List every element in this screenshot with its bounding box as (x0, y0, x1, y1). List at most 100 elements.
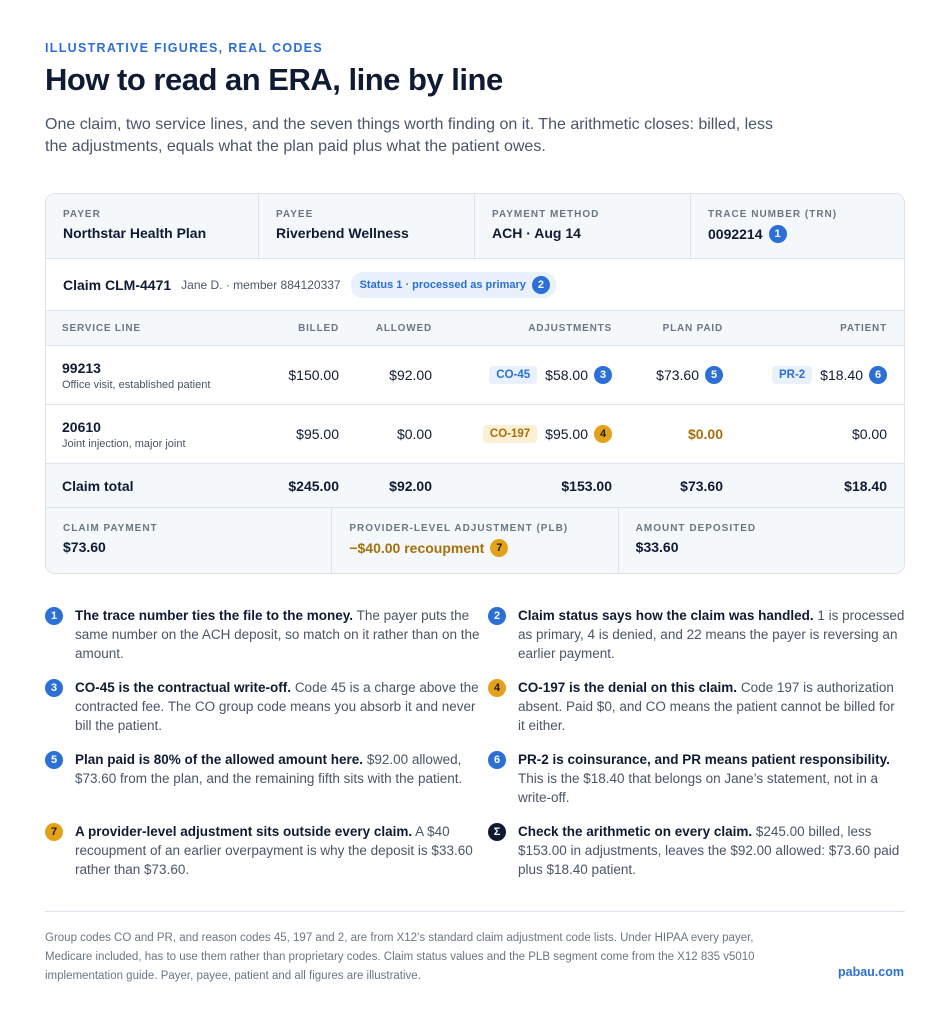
header-cell: TRACE NUMBER (TRN) 0092214 1 (691, 194, 904, 258)
value: $73.60 (63, 539, 314, 555)
service-line: 20610 Joint injection, major joint $95.00… (46, 405, 904, 464)
value-text: −$40.00 recoupment (349, 540, 485, 556)
notes: 1 The trace number ties the file to the m… (45, 606, 905, 880)
badge: 6 (869, 366, 887, 384)
badge: 1 (45, 607, 63, 625)
plan-paid: $0.00 (687, 426, 723, 442)
value: Riverbend Wellness (276, 225, 457, 241)
note: 6 PR-2 is coinsurance, and PR means patie… (488, 750, 905, 808)
summary: CLAIM PAYMENT $73.60 PROVIDER-LEVEL ADJUS… (46, 508, 904, 573)
label: PROVIDER-LEVEL ADJUSTMENT (PLB) (349, 523, 569, 534)
note-text: $92.00 allowed, $73.60 from the plan, an… (75, 752, 463, 786)
note-lead: Plan paid is 80% of the allowed amount h… (75, 752, 364, 767)
label: PAYMENT METHOD (492, 209, 600, 220)
note-text: 1 is processed as primary, 4 is denied, … (518, 608, 905, 661)
value-text: Northstar Health Plan (63, 225, 207, 241)
note: 1 The trace number ties the file to the m… (45, 606, 488, 664)
badge: 5 (45, 751, 63, 769)
total-patient: $18.40 (844, 477, 887, 494)
note-body: Check the arithmetic on every claim. $24… (518, 822, 905, 880)
total-billed: $245.00 (288, 477, 339, 494)
claim-total: Claim total $245.00 $92.00 $153.00 $73.6… (46, 464, 904, 508)
label: PAYEE (276, 209, 314, 220)
badge: 6 (488, 751, 506, 769)
description: Office visit, established patient (62, 378, 211, 391)
value: −$40.00 recoupment 7 (349, 539, 600, 557)
value-text: ACH · Aug 14 (492, 225, 581, 241)
status-pill: Status 1 · processed as primary 2 (350, 271, 556, 298)
value-text: $33.60 (635, 539, 679, 555)
note-lead: CO-45 is the contractual write-off. (75, 680, 292, 695)
plan-paid: $73.60 5 (612, 366, 723, 384)
note-body: CO-197 is the denial on this claim. Code… (518, 678, 905, 736)
note-text: The payer puts the same number on the AC… (75, 608, 480, 661)
badge: 2 (488, 607, 506, 625)
badge: 4 (488, 679, 506, 697)
note: 5 Plan paid is 80% of the allowed amount … (45, 750, 488, 808)
note-text: This is the $18.40 that belongs on Jane’… (518, 771, 878, 805)
allowed: $0.00 (396, 426, 432, 442)
adjustment-amount: $58.00 (545, 367, 588, 383)
note-lead: Check the arithmetic on every claim. (518, 824, 753, 839)
value: ACH · Aug 14 (492, 225, 673, 241)
note: 7 A provider-level adjustment sits outsid… (45, 822, 488, 880)
badge: 5 (705, 366, 723, 384)
column-header: ADJUSTMENTS (528, 322, 612, 334)
code: 20610 (62, 418, 101, 435)
label: CLAIM PAYMENT (63, 523, 158, 534)
note-body: Claim status says how the claim was hand… (518, 606, 905, 664)
value-text: $73.60 (63, 539, 106, 555)
total-allowed: $92.00 (389, 477, 432, 494)
label: PAYER (63, 209, 101, 220)
patient-code: PR-2 (771, 366, 813, 384)
note-lead: CO-197 is the denial on this claim. (518, 680, 738, 695)
note-text: Code 45 is a charge above the contracted… (75, 680, 479, 733)
note-body: A provider-level adjustment sits outside… (75, 822, 488, 880)
allowed: $92.00 (389, 367, 432, 383)
badge: 3 (45, 679, 63, 697)
badge: Σ (488, 823, 506, 841)
adjustment: CO-197 $95.00 4 (432, 425, 612, 443)
header-cell: PAYMENT METHOD ACH · Aug 14 (475, 194, 691, 258)
note-body: The trace number ties the file to the mo… (75, 606, 488, 664)
note-lead: Claim status says how the claim was hand… (518, 608, 814, 623)
badge: 1 (768, 225, 787, 243)
eyebrow: ILLUSTRATIVE FIGURES, REAL CODES (45, 41, 323, 55)
code: 99213 (62, 359, 101, 376)
value-text: Riverbend Wellness (276, 225, 409, 241)
value: Northstar Health Plan (63, 225, 241, 241)
header-cell: PAYER Northstar Health Plan (46, 194, 259, 258)
patient: $0.00 (851, 426, 887, 442)
value-text: 0092214 (708, 226, 763, 242)
adjustment-amount: $95.00 (545, 426, 588, 442)
service: 20610 Joint injection, major joint (62, 419, 249, 450)
note-body: PR-2 is coinsurance, and PR means patien… (518, 750, 905, 808)
claim-patient: Jane D. · member 884120337 (181, 277, 341, 292)
column-header: PATIENT (840, 322, 887, 334)
description: Joint injection, major joint (62, 437, 186, 450)
badge: 3 (594, 366, 612, 384)
billed: $150.00 (288, 367, 339, 383)
adjustment-code: CO-197 (482, 425, 538, 443)
column-header: ALLOWED (375, 322, 432, 334)
note: 2 Claim status says how the claim was han… (488, 606, 905, 664)
note-text: $245.00 billed, less $153.00 in adjustme… (518, 824, 900, 877)
note: Σ Check the arithmetic on every claim. $2… (488, 822, 905, 880)
brand: pabau.com (838, 965, 904, 979)
claim-id: Claim CLM-4471 (63, 276, 172, 293)
column-header: SERVICE LINE (62, 322, 141, 334)
era-table: PAYER Northstar Health Plan PAYEE Riverben… (45, 193, 905, 574)
note-body: Plan paid is 80% of the allowed amount h… (75, 750, 488, 808)
badge: 7 (490, 539, 509, 557)
patient-amount: $18.40 (820, 367, 863, 383)
divider (45, 911, 905, 912)
note-lead: A provider-level adjustment sits outside… (75, 824, 413, 839)
note-text: A $40 recoupment of an earlier overpayme… (75, 824, 473, 877)
service-line: 99213 Office visit, established patient $… (46, 346, 904, 405)
billed: $95.00 (296, 426, 339, 442)
summary-cell: AMOUNT DEPOSITED $33.60 (619, 508, 904, 573)
badge: 4 (594, 425, 612, 443)
column-header: BILLED (298, 322, 339, 334)
